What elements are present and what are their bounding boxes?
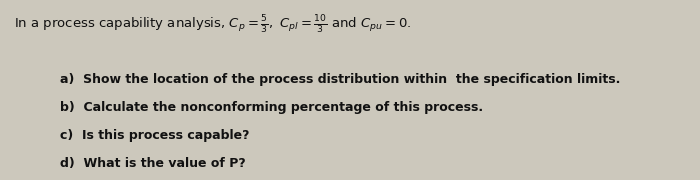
Text: d)  What is the value of P?: d) What is the value of P? <box>60 156 245 170</box>
Text: a)  Show the location of the process distribution within  the specification limi: a) Show the location of the process dist… <box>60 73 620 86</box>
Text: c)  Is this process capable?: c) Is this process capable? <box>60 129 249 142</box>
Text: In a process capability analysis, $C_p = \frac{5}{3}$$,\ C_{pl} = \frac{10}{3}$ : In a process capability analysis, $C_p =… <box>14 14 412 36</box>
Text: b)  Calculate the nonconforming percentage of this process.: b) Calculate the nonconforming percentag… <box>60 101 482 114</box>
